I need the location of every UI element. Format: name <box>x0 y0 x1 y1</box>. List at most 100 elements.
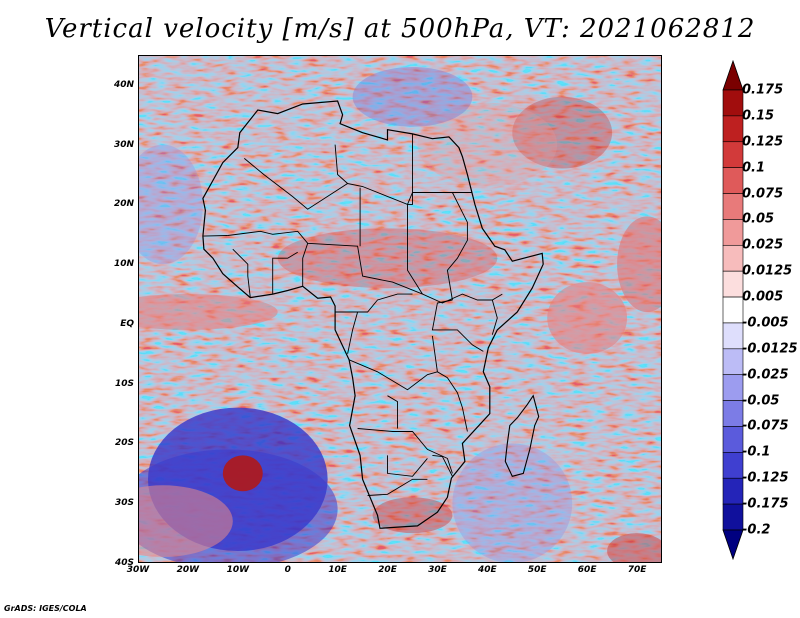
country-border <box>432 454 453 477</box>
colorbar-label: -0.125 <box>742 470 789 486</box>
colorbar-label: 0.15 <box>742 108 775 124</box>
country-border <box>335 293 413 313</box>
lat-tick-label: 40S <box>114 558 134 568</box>
country-border <box>407 133 413 205</box>
colorbar-label: 0.1 <box>742 160 766 176</box>
lat-tick-label: 20N <box>113 199 134 210</box>
colorbar-box <box>722 452 744 479</box>
colorbar-label: 0.0125 <box>742 263 793 279</box>
colorbar-box <box>722 426 744 453</box>
colorbar-label: -0.025 <box>742 367 789 383</box>
velocity-field-map <box>138 55 662 563</box>
colorbar-box <box>722 115 744 143</box>
colorbar-box <box>722 477 744 505</box>
colorbar-label: -0.075 <box>742 418 789 434</box>
colorbar-label: 0.005 <box>742 289 784 305</box>
indian-ocean-red <box>547 282 628 354</box>
colorbar-box <box>722 374 744 401</box>
lat-tick-label: 30N <box>113 139 134 150</box>
equatorial-red-band <box>138 294 278 330</box>
country-border <box>407 204 423 295</box>
se-red <box>607 533 662 563</box>
colorbar-box <box>722 193 744 220</box>
colorbar-box <box>722 244 744 272</box>
lat-tick-label: 10N <box>113 259 134 270</box>
arabian-sea-red <box>617 216 662 312</box>
colorbar-label: 0.075 <box>742 186 784 202</box>
colorbar-box <box>722 270 744 298</box>
colorbar-box <box>722 167 744 194</box>
middle-east-red <box>417 102 558 187</box>
lon-tick-label: 40E <box>477 565 497 575</box>
cyclone-center <box>222 455 263 492</box>
colorbar-label: 0.175 <box>742 82 784 98</box>
lat-tick-label: EQ <box>120 318 134 329</box>
lat-tick-label: 20S <box>114 438 134 449</box>
lat-tick-label: 40N <box>113 79 134 90</box>
map-title: Vertical velocity [m/s] at 500hPa, VT: 2… <box>44 14 756 44</box>
lon-tick-label: 60E <box>577 565 597 575</box>
colorbar-label: -0.1 <box>742 444 771 460</box>
cape-red <box>372 497 453 534</box>
country-border <box>491 299 498 335</box>
lon-tick-label: 10W <box>226 565 250 575</box>
colorbar-label: -0.005 <box>742 315 789 331</box>
colorbar-label: 0.025 <box>742 237 784 253</box>
country-border <box>348 359 438 391</box>
colorbar-box <box>722 89 744 117</box>
country-border <box>232 248 251 298</box>
country-border <box>202 235 228 237</box>
colorbar-box <box>722 322 744 350</box>
mediterranean-blue <box>352 66 473 127</box>
colorbar-box <box>722 296 744 324</box>
colorbar-label: 0.125 <box>742 134 784 150</box>
sw-red-patch <box>138 485 233 558</box>
map-plot-area <box>138 55 662 563</box>
lon-tick-label: 0 <box>284 565 291 575</box>
lon-tick-label: 10E <box>328 565 347 575</box>
colorbar-bottom-arrow <box>722 529 744 560</box>
colorbar-label: -0.05 <box>742 393 780 409</box>
country-border <box>334 144 348 184</box>
lon-tick-label: 50E <box>527 565 547 575</box>
country-border <box>347 311 359 354</box>
colorbar-box <box>722 348 744 376</box>
country-border <box>357 428 453 474</box>
sahel-red-band <box>277 228 498 289</box>
colorbar-label: -0.2 <box>742 522 771 538</box>
madagascar-coastline <box>504 394 540 477</box>
country-border <box>431 299 484 352</box>
colorbar-top-arrow <box>722 60 744 91</box>
lon-tick-label: 30W <box>126 565 150 575</box>
atlantic-blue <box>138 144 203 265</box>
map-frame <box>138 55 662 563</box>
country-border <box>387 395 398 429</box>
colorbar-label: -0.175 <box>742 496 789 512</box>
colorbar <box>722 60 744 560</box>
lon-tick-label: 20W <box>176 565 200 575</box>
lat-tick-label: 30S <box>114 498 134 509</box>
south-indian-blue <box>452 443 573 563</box>
country-border <box>431 335 468 432</box>
colorbar-box <box>722 503 744 531</box>
colorbar-label: 0.05 <box>742 211 775 227</box>
country-border <box>446 192 468 301</box>
country-border <box>367 478 428 496</box>
country-border <box>302 243 309 287</box>
lon-tick-label: 20E <box>378 565 397 575</box>
colorbar-box <box>722 400 744 427</box>
grads-footer: GrADS: IGES/COLA <box>4 604 87 613</box>
lon-tick-label: 30E <box>428 565 447 575</box>
lon-tick-label: 70E <box>627 565 647 575</box>
country-border <box>227 230 503 304</box>
colorbar-box <box>722 219 744 246</box>
iran-red <box>512 96 613 169</box>
country-borders <box>202 133 503 496</box>
colorbar-box <box>722 141 744 168</box>
african-coastline <box>202 100 544 529</box>
colorbar-label: -0.0125 <box>742 341 798 357</box>
country-border <box>272 251 298 295</box>
country-border <box>387 455 428 477</box>
field-patches <box>138 66 662 563</box>
lat-tick-label: 10S <box>114 378 134 389</box>
